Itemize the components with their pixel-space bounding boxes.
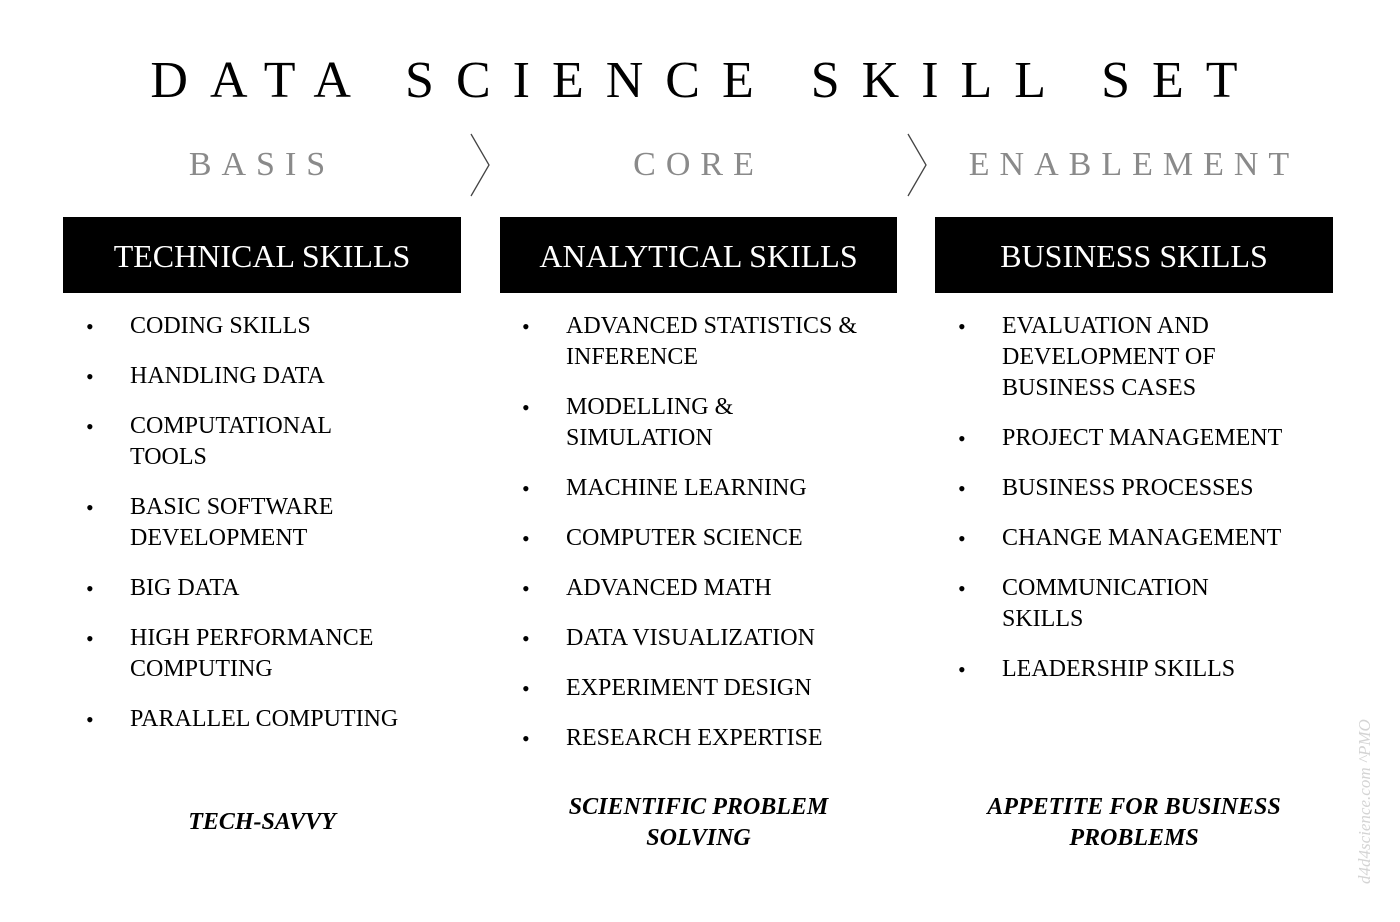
phase-enablement-label: ENABLEMENT	[968, 146, 1300, 183]
skill-label: HIGH PERFORMANCE COMPUTING	[130, 625, 374, 682]
skill-label: PROJECT MANAGEMENT	[1002, 425, 1283, 451]
skill-label: MACHINE LEARNING	[566, 475, 807, 501]
skill-label: PARALLEL COMPUTING	[130, 706, 399, 732]
skill-label: RESEARCH EXPERTISE	[566, 725, 823, 751]
skill-label: COMMUNICATION SKILLS	[1002, 575, 1209, 632]
skill-label: COMPUTATIONAL TOOLS	[130, 413, 332, 470]
bullet-icon: •	[522, 526, 530, 551]
bullet-icon: •	[86, 414, 94, 439]
bullet-icon: •	[86, 314, 94, 339]
list-item: • RESEARCH EXPERTISE	[500, 723, 880, 754]
chevron-right-icon	[907, 133, 927, 197]
business-skills-header: BUSINESS SKILLS	[935, 217, 1333, 293]
skill-label: CODING SKILLS	[130, 313, 311, 339]
bullet-icon: •	[958, 657, 966, 682]
list-item: • MACHINE LEARNING	[500, 473, 880, 504]
bullet-icon: •	[522, 314, 530, 339]
bullet-icon: •	[958, 526, 966, 551]
bullet-icon: •	[958, 476, 966, 501]
skill-label: DATA VISUALIZATION	[566, 625, 815, 651]
chevron-right-icon	[470, 133, 490, 197]
bullet-icon: •	[522, 576, 530, 601]
watermark: d4d4science.com ^PMO	[1355, 719, 1374, 884]
skill-label: BUSINESS PROCESSES	[1002, 475, 1254, 501]
bullet-icon: •	[86, 707, 94, 732]
skill-label: LEADERSHIP SKILLS	[1002, 656, 1236, 682]
list-item: • DATA VISUALIZATION	[500, 623, 880, 654]
list-item: • LEADERSHIP SKILLS	[936, 654, 1326, 685]
analytical-skills-header: ANALYTICAL SKILLS	[500, 217, 897, 293]
skill-label: ADVANCED STATISTICS & INFERENCE	[566, 313, 857, 370]
business-footer: APPETITE FOR BUSINESS PROBLEMS	[987, 794, 1281, 851]
list-item: • MODELLING & SIMULATION	[500, 392, 880, 454]
skill-label: COMPUTER SCIENCE	[566, 525, 803, 551]
list-item: • PARALLEL COMPUTING	[64, 704, 444, 735]
skill-label: EXPERIMENT DESIGN	[566, 675, 812, 701]
list-item: • BASIC SOFTWARE DEVELOPMENT	[64, 492, 444, 554]
bullet-icon: •	[958, 426, 966, 451]
bullet-icon: •	[86, 495, 94, 520]
list-item: • BUSINESS PROCESSES	[936, 473, 1326, 504]
bullet-icon: •	[958, 576, 966, 601]
page-title: DATA SCIENCE SKILL SET	[150, 52, 1260, 109]
bullet-icon: •	[522, 676, 530, 701]
list-item: • EVALUATION AND DEVELOPMENT OF BUSINESS …	[936, 311, 1326, 404]
list-item: • CHANGE MANAGEMENT	[936, 523, 1326, 554]
list-item: • HANDLING DATA	[64, 361, 444, 392]
list-item: • COMPUTATIONAL TOOLS	[64, 411, 444, 473]
analytical-footer: SCIENTIFIC PROBLEM SOLVING	[568, 794, 829, 851]
list-item: • COMPUTER SCIENCE	[500, 523, 880, 554]
skill-label: EVALUATION AND DEVELOPMENT OF BUSINESS C…	[1002, 313, 1216, 401]
list-item: • HIGH PERFORMANCE COMPUTING	[64, 623, 444, 685]
bullet-icon: •	[86, 626, 94, 651]
list-item: • ADVANCED STATISTICS & INFERENCE	[500, 311, 880, 373]
skill-label: ADVANCED MATH	[566, 575, 772, 601]
bullet-icon: •	[522, 395, 530, 420]
list-item: • PROJECT MANAGEMENT	[936, 423, 1326, 454]
bullet-icon: •	[522, 726, 530, 751]
bullet-icon: •	[522, 626, 530, 651]
bullet-icon: •	[86, 364, 94, 389]
analytical-skills-list: • ADVANCED STATISTICS & INFERENCE • MODELL…	[500, 311, 880, 773]
list-item: • CODING SKILLS	[64, 311, 444, 342]
skill-label: MODELLING & SIMULATION	[566, 394, 734, 451]
skill-label: CHANGE MANAGEMENT	[1002, 525, 1282, 551]
skill-label: BASIC SOFTWARE DEVELOPMENT	[130, 494, 334, 551]
skill-label: HANDLING DATA	[130, 363, 325, 389]
phase-basis-label: BASIS	[188, 146, 336, 183]
list-item: • BIG DATA	[64, 573, 444, 604]
list-item: • EXPERIMENT DESIGN	[500, 673, 880, 704]
business-skills-list: • EVALUATION AND DEVELOPMENT OF BUSINESS …	[936, 311, 1326, 704]
technical-skills-header: TECHNICAL SKILLS	[63, 217, 461, 293]
technical-footer: TECH-SAVVY	[188, 809, 336, 835]
bullet-icon: •	[522, 476, 530, 501]
bullet-icon: •	[958, 314, 966, 339]
skill-label: BIG DATA	[130, 575, 240, 601]
technical-skills-list: • CODING SKILLS • HANDLING DATA • COMPUTATI…	[64, 311, 444, 754]
list-item: • ADVANCED MATH	[500, 573, 880, 604]
list-item: • COMMUNICATION SKILLS	[936, 573, 1326, 635]
phase-core-label: CORE	[633, 146, 764, 183]
bullet-icon: •	[86, 576, 94, 601]
